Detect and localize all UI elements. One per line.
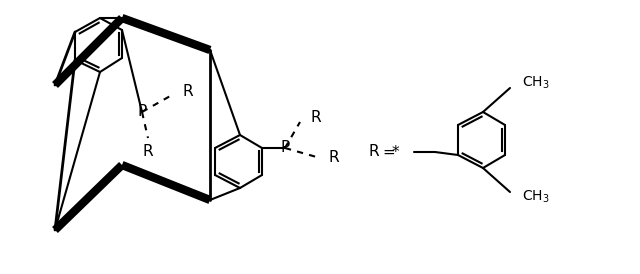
Text: R: R: [310, 110, 321, 125]
Text: CH$_3$: CH$_3$: [522, 189, 550, 205]
Text: R: R: [328, 150, 339, 165]
Text: *: *: [392, 144, 399, 159]
Text: R: R: [182, 84, 193, 98]
Text: R: R: [368, 144, 379, 159]
Text: P: P: [138, 104, 147, 119]
Text: =: =: [382, 144, 395, 159]
Text: R: R: [143, 144, 154, 159]
Text: P: P: [280, 141, 290, 156]
Text: CH$_3$: CH$_3$: [522, 75, 550, 91]
